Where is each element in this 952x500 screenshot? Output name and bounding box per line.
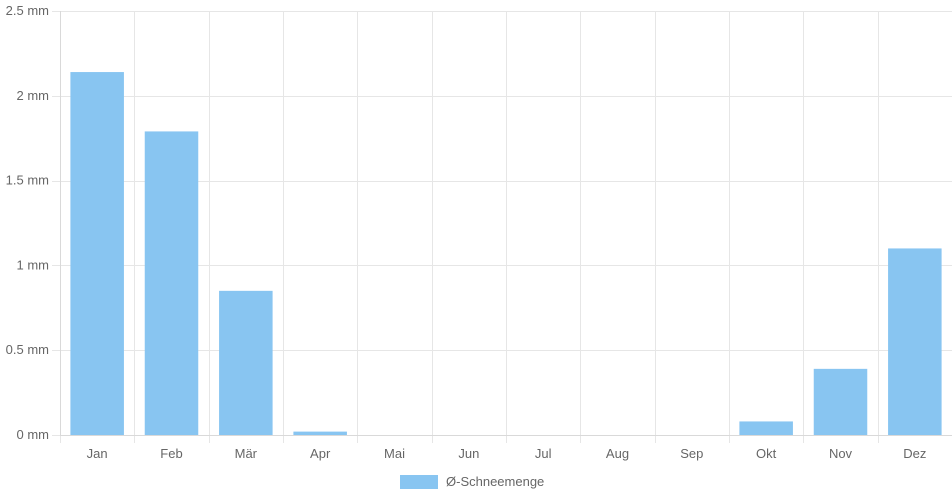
legend-swatch xyxy=(400,475,438,489)
axes xyxy=(60,11,952,436)
x-tick-label: Mai xyxy=(384,446,405,461)
x-tick-label: Okt xyxy=(756,446,777,461)
bar-okt[interactable] xyxy=(739,421,793,435)
bar-jan[interactable] xyxy=(70,72,124,435)
x-tick-label: Jun xyxy=(458,446,479,461)
x-tick-label: Dez xyxy=(903,446,926,461)
x-tick-label: Apr xyxy=(310,446,331,461)
y-tick-labels: 0 mm 0.5 mm 1 mm 1.5 mm 2 mm 2.5 mm xyxy=(6,3,49,442)
legend-label: Ø-Schneemenge xyxy=(446,474,544,489)
bars xyxy=(70,72,942,435)
y-tick-label: 0.5 mm xyxy=(6,342,49,357)
y-tick-label: 2.5 mm xyxy=(6,3,49,18)
x-tick-label: Jul xyxy=(535,446,552,461)
bar-nov[interactable] xyxy=(813,368,868,435)
bar-mär[interactable] xyxy=(219,290,273,435)
y-tick-label: 1.5 mm xyxy=(6,173,49,188)
bar-dez[interactable] xyxy=(888,248,942,435)
bar-feb[interactable] xyxy=(144,131,199,435)
y-tick-label: 2 mm xyxy=(17,88,50,103)
x-tick-label: Jan xyxy=(87,446,108,461)
legend[interactable]: Ø-Schneemenge xyxy=(400,474,544,489)
x-tick-label: Mär xyxy=(235,446,258,461)
x-tick-label: Nov xyxy=(829,446,853,461)
y-tick-label: 0 mm xyxy=(17,427,50,442)
y-tick-label: 1 mm xyxy=(17,257,50,272)
grid xyxy=(52,11,952,443)
x-tick-label: Sep xyxy=(680,446,703,461)
bar-apr[interactable] xyxy=(293,431,347,435)
x-tick-label: Feb xyxy=(160,446,182,461)
x-tick-label: Aug xyxy=(606,446,629,461)
x-tick-labels: Jan Feb Mär Apr Mai Jun Jul Aug Sep Okt Nov Dez xyxy=(87,446,927,461)
